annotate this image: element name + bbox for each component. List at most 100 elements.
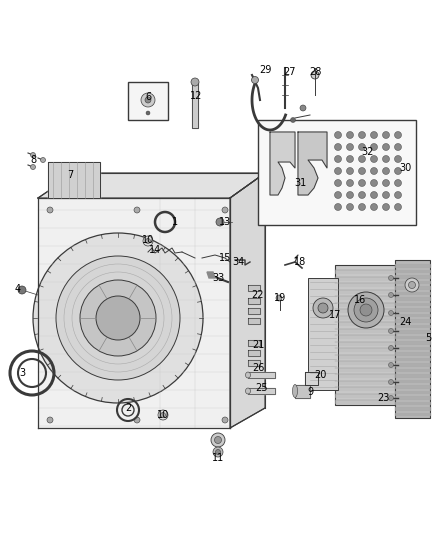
Polygon shape <box>48 162 100 198</box>
Polygon shape <box>207 272 215 278</box>
Circle shape <box>222 207 228 213</box>
Polygon shape <box>335 277 397 279</box>
Circle shape <box>395 132 402 139</box>
Circle shape <box>382 204 389 211</box>
Polygon shape <box>395 341 430 343</box>
Polygon shape <box>335 283 397 286</box>
Circle shape <box>389 345 393 351</box>
Circle shape <box>395 143 402 150</box>
Circle shape <box>395 180 402 187</box>
Polygon shape <box>395 346 430 349</box>
Circle shape <box>213 447 223 457</box>
Text: 1: 1 <box>172 217 178 227</box>
Circle shape <box>346 143 353 150</box>
Polygon shape <box>395 330 430 333</box>
Circle shape <box>335 156 342 163</box>
Polygon shape <box>395 292 430 294</box>
Circle shape <box>389 293 393 297</box>
Polygon shape <box>395 401 430 404</box>
Text: 8: 8 <box>30 155 36 165</box>
Polygon shape <box>248 360 260 366</box>
Polygon shape <box>395 264 430 266</box>
Polygon shape <box>248 308 260 314</box>
Polygon shape <box>335 361 397 364</box>
Text: 22: 22 <box>252 290 264 300</box>
Circle shape <box>382 180 389 187</box>
Polygon shape <box>335 354 397 358</box>
Circle shape <box>47 417 53 423</box>
Polygon shape <box>248 285 260 291</box>
Ellipse shape <box>246 388 251 394</box>
Circle shape <box>358 156 365 163</box>
Circle shape <box>358 143 365 150</box>
Bar <box>258 120 416 225</box>
Polygon shape <box>248 372 275 378</box>
Circle shape <box>160 413 166 417</box>
Circle shape <box>80 280 156 356</box>
Text: 27: 27 <box>284 67 296 77</box>
Polygon shape <box>395 413 430 415</box>
Polygon shape <box>395 396 430 399</box>
Circle shape <box>313 298 333 318</box>
Polygon shape <box>335 309 397 312</box>
Circle shape <box>371 132 378 139</box>
Polygon shape <box>335 296 397 299</box>
Text: 15: 15 <box>219 253 231 263</box>
Text: 5: 5 <box>425 333 431 343</box>
Circle shape <box>395 156 402 163</box>
Polygon shape <box>395 391 430 393</box>
Circle shape <box>358 180 365 187</box>
Polygon shape <box>305 372 318 385</box>
Polygon shape <box>395 335 430 338</box>
Circle shape <box>395 204 402 211</box>
Circle shape <box>409 281 416 288</box>
Text: 26: 26 <box>252 363 264 373</box>
Circle shape <box>371 156 378 163</box>
Polygon shape <box>335 270 397 273</box>
Polygon shape <box>395 368 430 371</box>
Polygon shape <box>395 379 430 382</box>
Circle shape <box>290 117 296 123</box>
Circle shape <box>335 204 342 211</box>
Circle shape <box>371 167 378 174</box>
Polygon shape <box>335 303 397 305</box>
Polygon shape <box>335 342 397 344</box>
Circle shape <box>276 295 282 301</box>
Circle shape <box>33 233 203 403</box>
Polygon shape <box>335 374 397 377</box>
Text: 10: 10 <box>142 235 154 245</box>
Circle shape <box>335 143 342 150</box>
Circle shape <box>191 78 199 86</box>
Circle shape <box>358 167 365 174</box>
Bar <box>335 265 397 405</box>
Circle shape <box>389 311 393 316</box>
Text: 19: 19 <box>274 293 286 303</box>
Bar <box>395 260 430 418</box>
Polygon shape <box>395 286 430 288</box>
Bar <box>38 198 230 428</box>
Text: 29: 29 <box>259 65 271 75</box>
Text: 18: 18 <box>294 257 306 267</box>
Text: 17: 17 <box>329 310 341 320</box>
Polygon shape <box>248 340 260 346</box>
Text: 6: 6 <box>145 92 151 102</box>
Circle shape <box>346 167 353 174</box>
Text: 32: 32 <box>362 147 374 157</box>
Polygon shape <box>395 275 430 278</box>
Circle shape <box>18 286 26 294</box>
Circle shape <box>382 191 389 198</box>
Circle shape <box>389 395 393 400</box>
Circle shape <box>335 132 342 139</box>
Polygon shape <box>395 303 430 305</box>
Text: 21: 21 <box>252 340 264 350</box>
Circle shape <box>382 156 389 163</box>
Circle shape <box>358 204 365 211</box>
Bar <box>128 82 168 120</box>
Circle shape <box>335 191 342 198</box>
Circle shape <box>311 71 319 79</box>
Text: 33: 33 <box>212 273 224 283</box>
Circle shape <box>354 298 378 322</box>
Circle shape <box>346 191 353 198</box>
Circle shape <box>31 165 35 169</box>
Text: 3: 3 <box>19 368 25 378</box>
